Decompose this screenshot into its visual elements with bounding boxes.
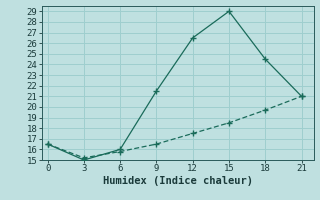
X-axis label: Humidex (Indice chaleur): Humidex (Indice chaleur) (103, 176, 252, 186)
